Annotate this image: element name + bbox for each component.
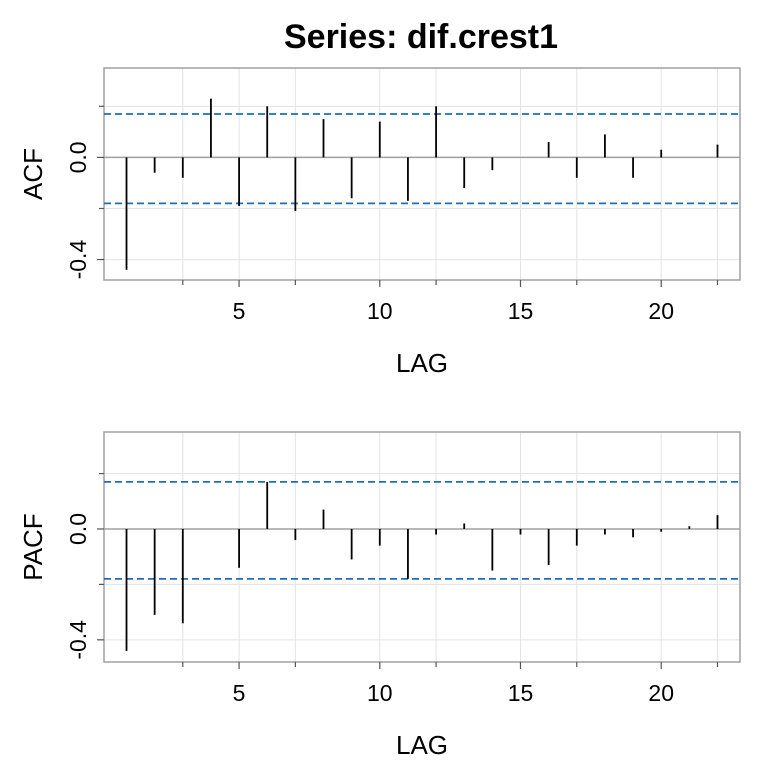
y-tick-label: 0.0	[65, 513, 91, 545]
x-tick-label: 5	[233, 680, 246, 706]
plot-frame	[103, 431, 741, 663]
chart-title: Series: dif.crest1	[284, 18, 558, 56]
y-axis-label: PACF	[18, 513, 48, 580]
x-axis-label: LAG	[396, 348, 448, 378]
x-tick-label: 10	[367, 680, 393, 706]
x-tick-label: 20	[648, 680, 674, 706]
x-tick-label: 15	[508, 680, 534, 706]
x-tick-label: 5	[233, 298, 246, 324]
y-tick-label: -0.4	[65, 620, 91, 660]
x-tick-label: 20	[648, 298, 674, 324]
y-axis-label: ACF	[18, 148, 48, 200]
pacf-panel: 5 10 15 20 -0.4 0.0 LAG PACF	[18, 431, 741, 760]
plot-frame	[103, 67, 741, 281]
x-tick-label: 15	[508, 298, 534, 324]
x-axis-label: LAG	[396, 730, 448, 760]
x-tick-label: 10	[367, 298, 393, 324]
y-tick-label: -0.4	[65, 240, 91, 280]
y-tick-label: 0.0	[65, 141, 91, 173]
acf-panel: 5 10 15 20 -0.4 0.0 LAG ACF	[18, 67, 741, 378]
